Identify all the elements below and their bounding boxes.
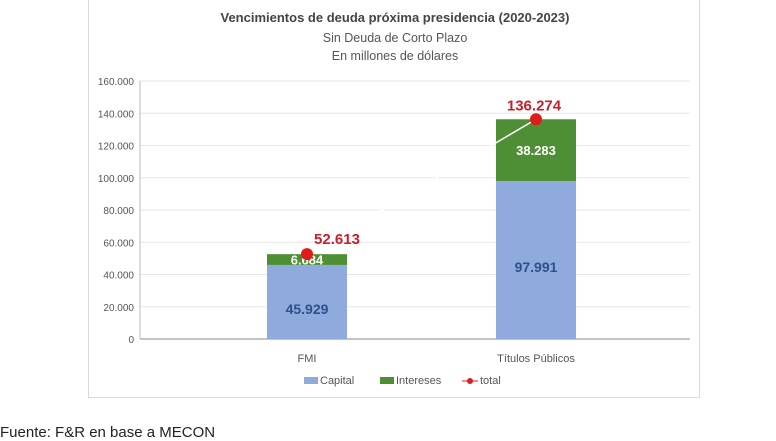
y-tick-label: 20.000 (103, 303, 134, 314)
y-tick-label: 40.000 (103, 271, 134, 282)
y-tick-label: 120.000 (98, 142, 135, 153)
source-note: Fuente: F&R en base a MECON (0, 424, 216, 441)
y-tick-label: 160.000 (98, 77, 135, 88)
legend-label-total: total (480, 375, 501, 387)
chart-title: Vencimientos de deuda próxima presidenci… (221, 10, 570, 25)
chart-subtitle: Sin Deuda de Corto Plazo (323, 31, 468, 45)
bar-capital (267, 264, 347, 339)
y-tick-label: 100.000 (98, 174, 135, 185)
total-point (530, 113, 542, 126)
x-tick-label: FMI (298, 353, 317, 365)
legend-label-capital: Capital (320, 375, 354, 387)
y-tick-label: 0 (128, 335, 134, 346)
chart-frame (88, 0, 700, 398)
legend-label-intereses: Intereses (396, 375, 442, 387)
legend-swatch-total-point (467, 378, 473, 384)
total-point (301, 248, 313, 261)
legend-swatch-intereses (380, 377, 394, 384)
total-label: 136.274 (507, 97, 562, 114)
y-tick-label: 80.000 (103, 206, 134, 217)
chart-subtitle: En millones de dólares (332, 49, 458, 63)
capital-label: 45.929 (286, 301, 329, 317)
y-tick-label: 60.000 (103, 238, 134, 249)
chart: Vencimientos de deuda próxima presidenci… (98, 10, 690, 387)
legend-swatch-capital (304, 377, 318, 384)
x-tick-label: Títulos Públicos (497, 353, 575, 365)
capital-label: 97.991 (515, 259, 558, 275)
bar-capital (496, 180, 576, 339)
bar-intereses (496, 119, 576, 181)
total-label: 52.613 (314, 231, 360, 248)
intereses-label: 38.283 (516, 143, 556, 158)
y-tick-label: 140.000 (98, 109, 135, 120)
total-line (306, 118, 537, 255)
